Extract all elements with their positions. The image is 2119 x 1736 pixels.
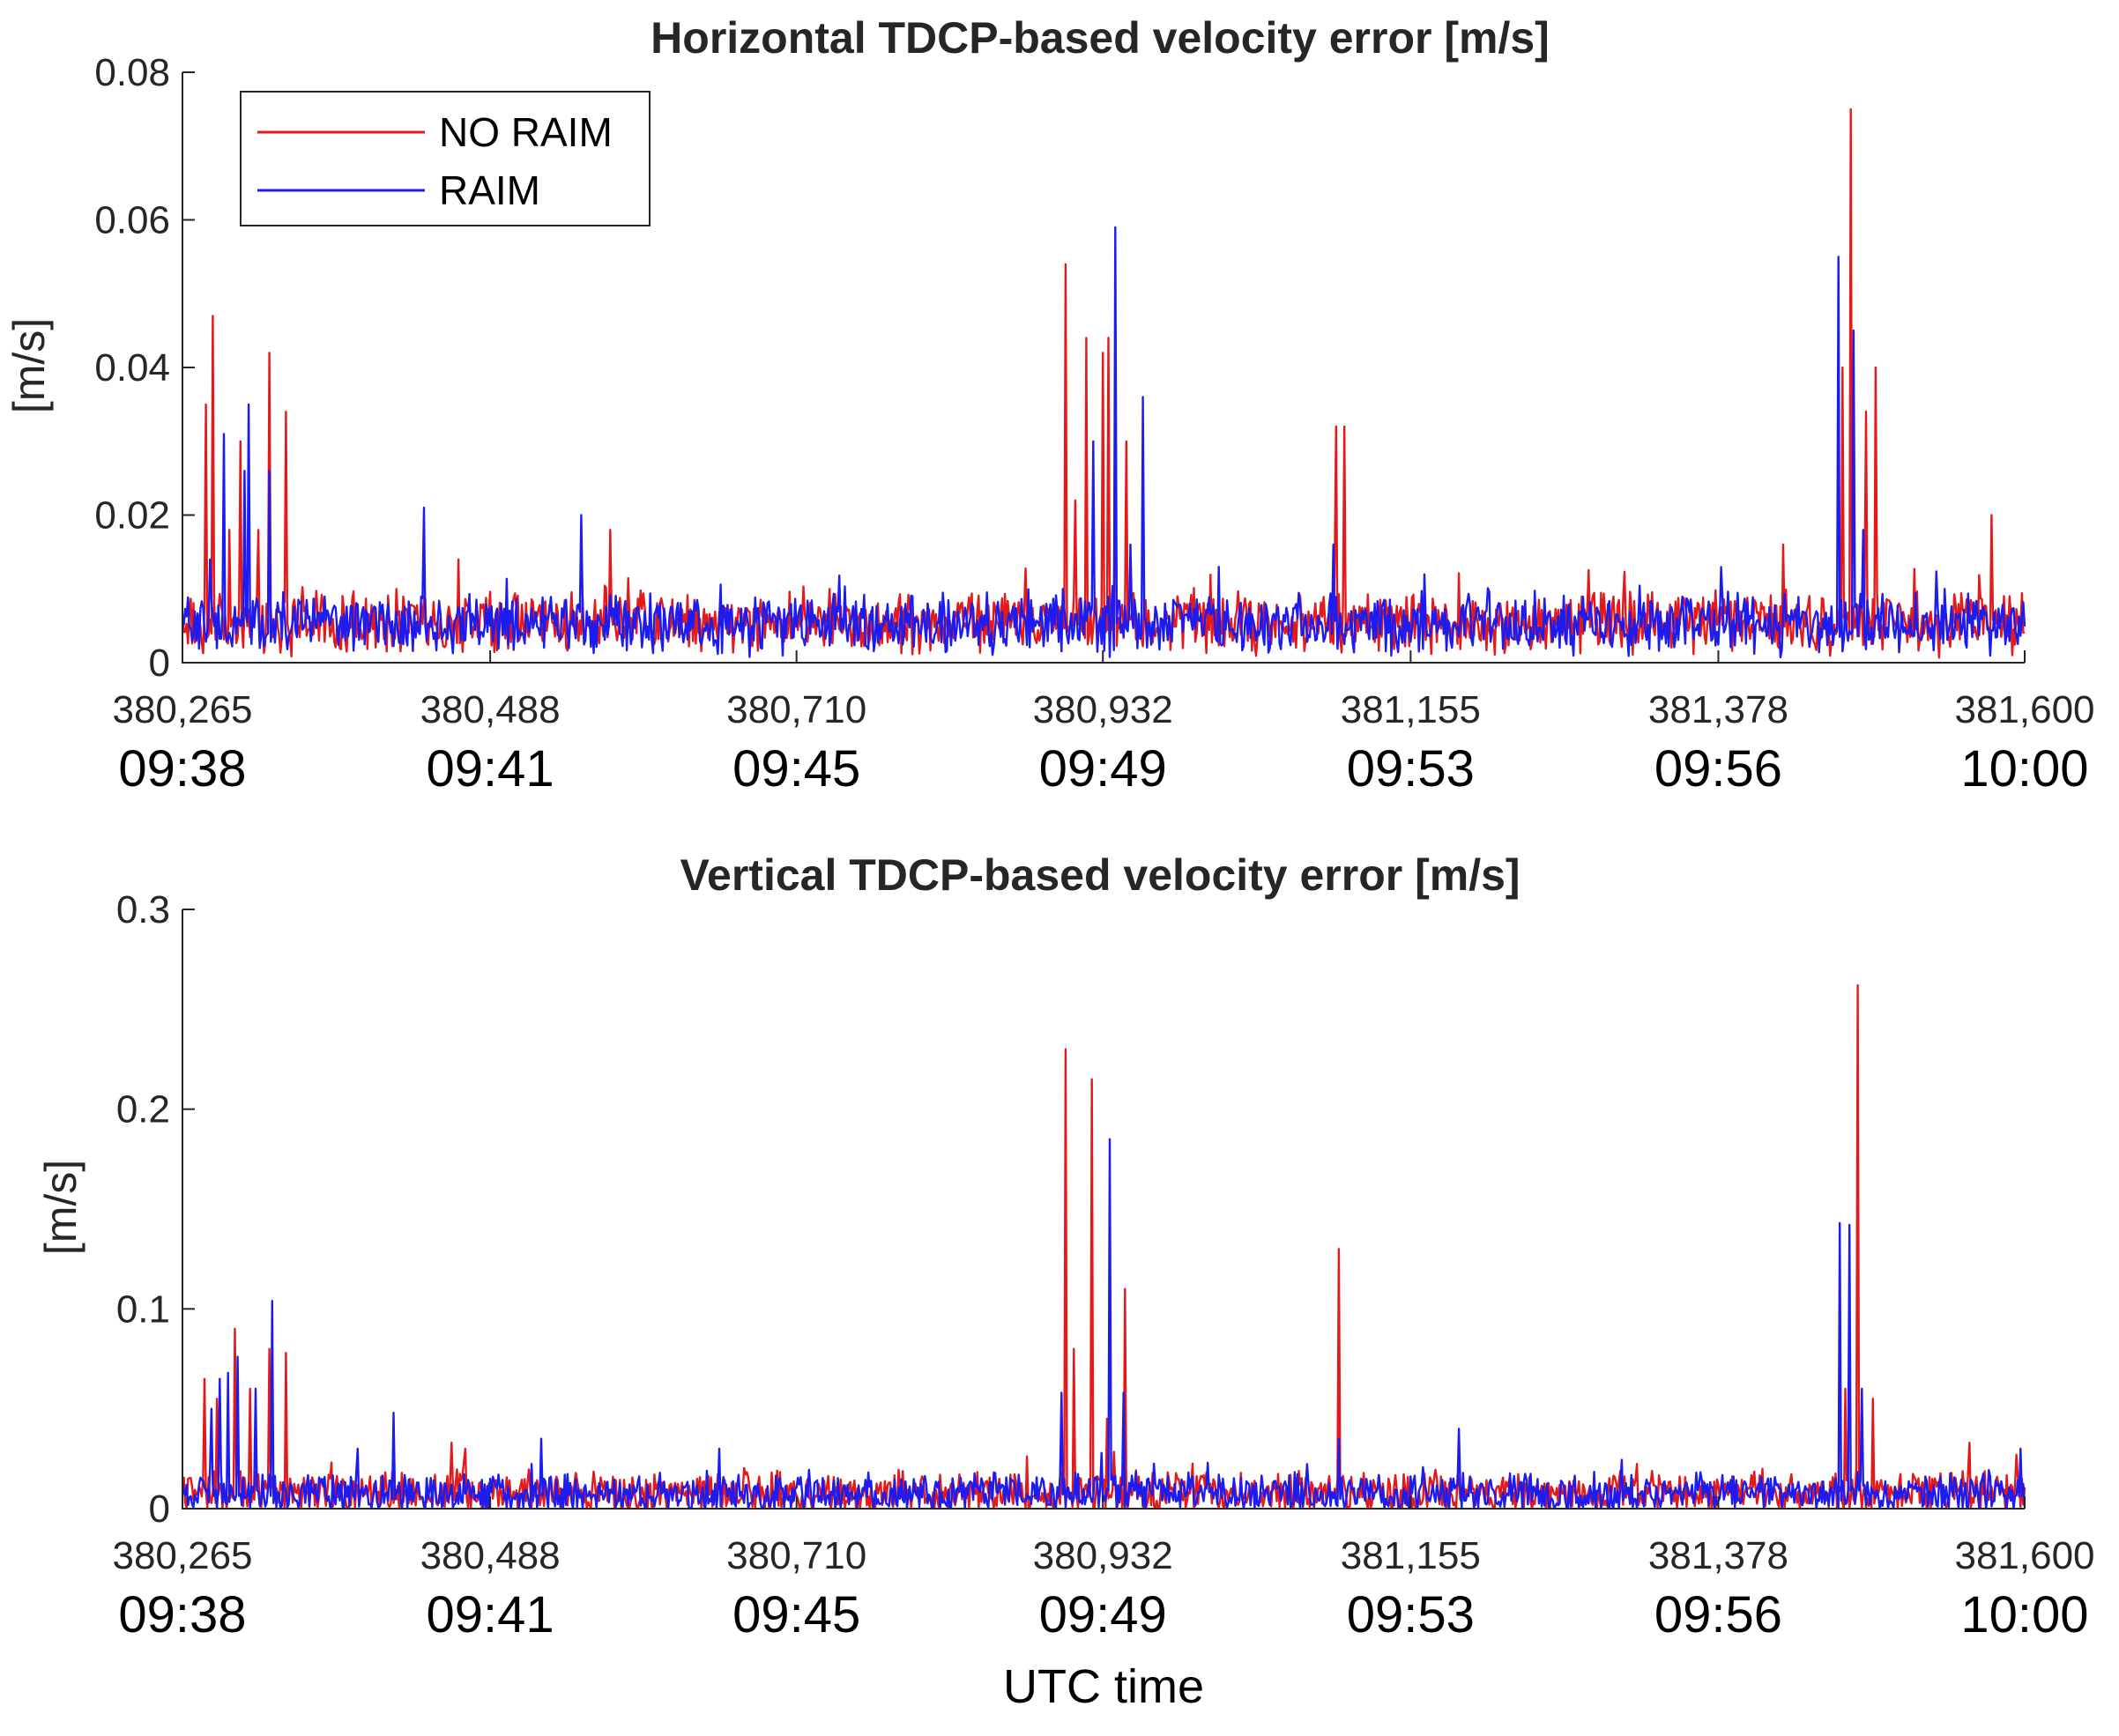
x-tick-time-label: 09:38 — [118, 740, 246, 798]
x-tick-label: 381,378 — [1648, 1534, 1788, 1577]
y-tick-label: 0 — [149, 1487, 170, 1531]
x-tick-label: 380,932 — [1033, 1534, 1173, 1577]
x-tick-label: 381,600 — [1954, 1534, 2094, 1577]
x-tick-time-label: 09:53 — [1347, 1586, 1475, 1643]
plot-area: 0 0.02 0.04 0.06 0.08 380,265 09:38 380,488 09:4… — [94, 51, 2094, 798]
x-tick-time-label: 09:56 — [1654, 1586, 1782, 1643]
x-tick-time-label: 09:41 — [427, 740, 554, 798]
y-tick-label: 0.3 — [116, 888, 170, 931]
x-axis-label: UTC time — [1003, 1660, 1204, 1713]
series-line-no-raim — [181, 983, 2026, 1510]
y-axis-label: [m/s] — [36, 1160, 86, 1255]
x-tick-time-label: 09:41 — [427, 1586, 554, 1643]
x-tick-label: 380,710 — [726, 1534, 866, 1577]
x-tick-label: 380,488 — [420, 688, 561, 731]
x-tick-label: 380,488 — [420, 1534, 561, 1577]
chart-title: Vertical TDCP-based velocity error [m/s] — [680, 850, 1520, 900]
x-tick-time-label: 09:38 — [118, 1586, 246, 1643]
x-tick-time-label: 09:45 — [732, 1586, 860, 1643]
x-tick-label: 381,378 — [1648, 688, 1788, 731]
x-tick-label: 381,600 — [1954, 688, 2094, 731]
plot-area: 0 0.1 0.2 0.3 380,265 09:38 380,488 09:41 380,71… — [112, 888, 2094, 1643]
x-tick-time-label: 09:49 — [1039, 1586, 1167, 1643]
chart-title: Horizontal TDCP-based velocity error [m/… — [651, 13, 1550, 63]
legend: NO RAIM RAIM — [240, 91, 651, 226]
x-tick-time-label: 09:49 — [1039, 740, 1167, 798]
x-tick-time-label: 10:00 — [1960, 740, 2088, 798]
y-tick-label: 0.04 — [94, 346, 170, 389]
x-tick-time-label: 09:53 — [1347, 740, 1475, 798]
x-tick-time-label: 09:56 — [1654, 740, 1782, 798]
legend-box — [240, 91, 651, 226]
series-line-raim — [181, 226, 2026, 659]
series-line-raim — [181, 1138, 2026, 1510]
horizontal-error-panel: Horizontal TDCP-based velocity error [m/… — [4, 13, 2095, 798]
x-tick-label: 380,710 — [726, 688, 866, 731]
x-tick-time-label: 10:00 — [1960, 1586, 2088, 1643]
x-tick-label: 380,265 — [112, 688, 252, 731]
series-line-no-raim — [181, 108, 2026, 659]
axes-frame — [182, 909, 2025, 1510]
x-tick-label: 381,155 — [1341, 1534, 1481, 1577]
x-tick-time-label: 09:45 — [732, 740, 860, 798]
y-tick-label: 0.1 — [116, 1287, 170, 1331]
legend-label-raim: RAIM — [439, 167, 540, 213]
y-tick-label: 0.02 — [94, 494, 170, 538]
x-tick-label: 380,265 — [112, 1534, 252, 1577]
y-tick-label: 0.06 — [94, 199, 170, 242]
x-tick-label: 380,932 — [1033, 688, 1173, 731]
y-tick-label: 0 — [149, 642, 170, 685]
y-tick-label: 0.2 — [116, 1088, 170, 1131]
x-tick-label: 381,155 — [1341, 688, 1481, 731]
legend-label-no-raim: NO RAIM — [439, 109, 613, 155]
vertical-error-panel: Vertical TDCP-based velocity error [m/s]… — [36, 850, 2095, 1643]
y-tick-label: 0.08 — [94, 51, 170, 94]
y-axis-label: [m/s] — [4, 318, 54, 413]
